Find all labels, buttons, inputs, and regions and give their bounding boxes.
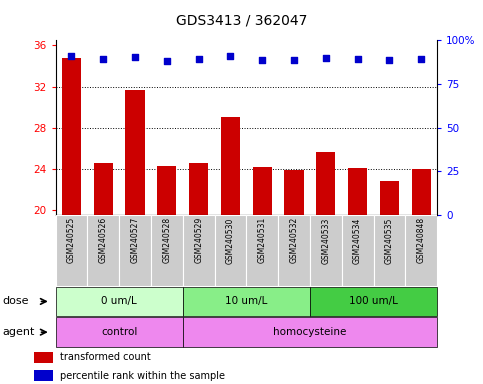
Point <box>195 56 202 62</box>
Bar <box>246 215 278 286</box>
Bar <box>373 215 405 286</box>
Bar <box>157 166 176 215</box>
Bar <box>94 163 113 215</box>
Text: 10 um/L: 10 um/L <box>225 296 268 306</box>
Text: GDS3413 / 362047: GDS3413 / 362047 <box>176 13 307 27</box>
Text: GSM240535: GSM240535 <box>385 217 394 263</box>
Bar <box>214 215 246 286</box>
Text: GSM240529: GSM240529 <box>194 217 203 263</box>
Bar <box>316 152 335 215</box>
Bar <box>412 169 431 215</box>
Bar <box>87 215 119 286</box>
Bar <box>342 215 373 286</box>
Text: GSM240530: GSM240530 <box>226 217 235 263</box>
Bar <box>221 118 240 215</box>
Bar <box>34 352 53 363</box>
Point <box>354 56 361 62</box>
Text: GSM240533: GSM240533 <box>321 217 330 263</box>
Text: GSM240532: GSM240532 <box>289 217 298 263</box>
Bar <box>183 215 214 286</box>
Bar <box>126 89 144 215</box>
Point <box>227 53 234 59</box>
Bar <box>56 318 183 347</box>
Text: 100 um/L: 100 um/L <box>349 296 398 306</box>
Bar <box>151 215 183 286</box>
Bar <box>183 287 310 316</box>
Text: GSM240526: GSM240526 <box>99 217 108 263</box>
Point <box>99 56 107 62</box>
Point <box>131 54 139 60</box>
Bar <box>119 215 151 286</box>
Text: homocysteine: homocysteine <box>273 327 347 337</box>
Point <box>258 57 266 63</box>
Text: agent: agent <box>2 327 35 337</box>
Point <box>385 57 393 63</box>
Text: GSM240531: GSM240531 <box>258 217 267 263</box>
Text: GSM240525: GSM240525 <box>67 217 76 263</box>
Point <box>322 55 330 61</box>
Point <box>417 56 425 62</box>
Bar <box>183 318 437 347</box>
Bar <box>310 287 437 316</box>
Bar <box>189 163 208 215</box>
Text: dose: dose <box>2 296 29 306</box>
Bar <box>62 58 81 215</box>
Bar <box>56 215 87 286</box>
Text: GSM240848: GSM240848 <box>417 217 426 263</box>
Bar <box>34 370 53 381</box>
Text: GSM240534: GSM240534 <box>353 217 362 263</box>
Bar <box>380 181 399 215</box>
Text: 0 um/L: 0 um/L <box>101 296 137 306</box>
Text: GSM240527: GSM240527 <box>130 217 140 263</box>
Bar <box>284 170 303 215</box>
Text: control: control <box>101 327 137 337</box>
Bar <box>405 215 437 286</box>
Bar <box>253 167 272 215</box>
Text: percentile rank within the sample: percentile rank within the sample <box>60 371 226 381</box>
Text: GSM240528: GSM240528 <box>162 217 171 263</box>
Bar <box>310 215 342 286</box>
Text: transformed count: transformed count <box>60 353 151 362</box>
Point <box>68 53 75 59</box>
Point <box>163 58 170 64</box>
Bar <box>56 287 183 316</box>
Bar <box>348 168 367 215</box>
Point <box>290 57 298 63</box>
Bar <box>278 215 310 286</box>
